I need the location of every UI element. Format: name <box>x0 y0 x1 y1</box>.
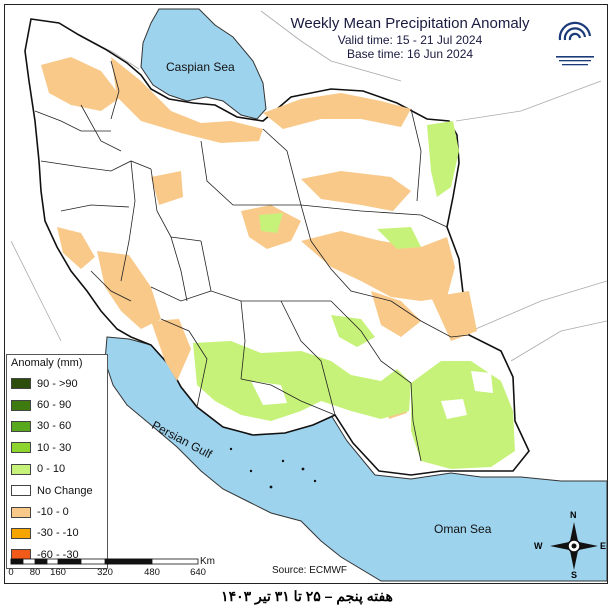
legend-item: -10 - 0 <box>11 501 103 522</box>
legend-item: 30 - 60 <box>11 416 103 437</box>
legend-swatch <box>11 378 31 390</box>
source-credit: Source: ECMWF <box>272 565 348 576</box>
scale-tick: 80 <box>29 567 41 578</box>
compass-rose-icon: N S W E <box>534 510 607 580</box>
legend-label: 0 - 10 <box>37 463 66 476</box>
map-title: Weekly Mean Precipitation Anomaly <box>290 15 530 32</box>
legend-swatch <box>11 420 31 432</box>
legend-item: 0 - 10 <box>11 459 103 480</box>
legend-item: -60 - -30 <box>11 544 103 565</box>
scale-tick: 640 <box>190 567 206 578</box>
white-patches <box>251 371 493 419</box>
legend-swatch <box>11 399 31 411</box>
map-canvas <box>10 8 607 582</box>
legend-label: 30 - 60 <box>37 420 72 433</box>
oman-sea-label: Oman Sea <box>434 522 492 536</box>
islands <box>229 447 317 489</box>
scale-tick: 0 <box>8 567 14 578</box>
legend-label: -10 - 0 <box>37 506 69 519</box>
legend-label: No Change <box>37 484 93 497</box>
title-block: Weekly Mean Precipitation Anomaly Valid … <box>250 14 570 61</box>
legend-swatch <box>11 506 31 518</box>
scale-tick: 160 <box>50 567 66 578</box>
legend-swatch <box>11 485 31 497</box>
legend-label: -60 - -30 <box>37 548 79 561</box>
legend-swatch <box>11 549 31 561</box>
compass-s: S <box>571 570 578 580</box>
legend-swatch <box>11 442 31 454</box>
caspian-sea-label: Caspian Sea <box>166 60 235 74</box>
footer-caption: هفته پنجم – ۲۵ تا ۳۱ تیر ۱۴۰۳ <box>221 588 393 604</box>
base-time: Base time: 16 Jun 2024 <box>346 47 474 61</box>
legend-item: No Change <box>11 480 103 501</box>
scale-tick: 320 <box>97 567 113 578</box>
compass-e: E <box>600 541 607 551</box>
scale-unit: Km <box>200 556 215 567</box>
legend-label: 60 - 90 <box>37 399 72 412</box>
legend-item: 90 - >90 <box>11 373 103 394</box>
compass-w: W <box>534 541 543 551</box>
scale-tick: 480 <box>144 567 160 578</box>
legend-items: 90 - >90 60 - 90 30 - 60 10 - 30 0 - 10 … <box>11 373 103 566</box>
legend-item: 60 - 90 <box>11 394 103 415</box>
legend-item: 10 - 30 <box>11 437 103 458</box>
iran-land <box>24 18 530 476</box>
legend-swatch <box>11 527 31 539</box>
legend-label: 90 - >90 <box>37 377 78 390</box>
legend: Anomaly (mm) 90 - >90 60 - 90 30 - 60 10… <box>6 354 108 569</box>
caspian-sea <box>140 8 267 120</box>
compass-n: N <box>570 510 577 520</box>
institute-logo-icon <box>556 21 594 66</box>
legend-swatch <box>11 463 31 475</box>
legend-label: -30 - -10 <box>37 527 79 540</box>
province-borders <box>34 60 470 462</box>
legend-title: Anomaly (mm) <box>11 357 83 369</box>
map-frame <box>4 4 608 584</box>
legend-item: -30 - -10 <box>11 523 103 544</box>
valid-time: Valid time: 15 - 21 Jul 2024 <box>337 33 483 47</box>
legend-label: 10 - 30 <box>37 441 72 454</box>
